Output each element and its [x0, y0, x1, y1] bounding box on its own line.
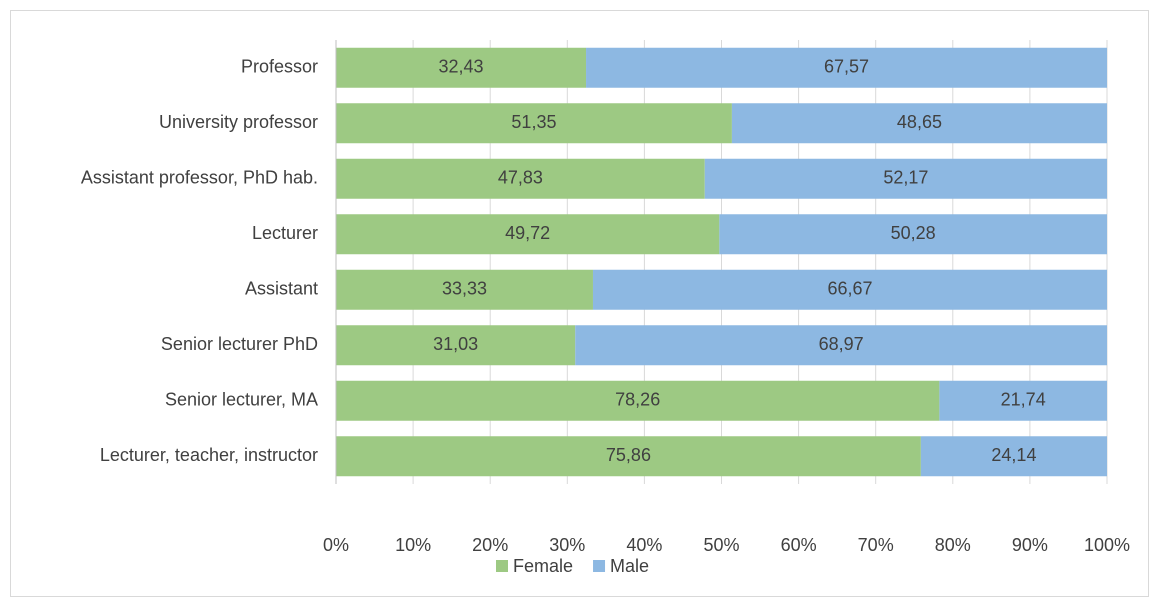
x-tick-label: 20%	[472, 535, 508, 555]
bar-segment	[719, 214, 1107, 255]
bar-segment	[336, 158, 705, 199]
data-label: 21,74	[1001, 390, 1046, 410]
bar-segment	[704, 158, 1107, 199]
bar-segment	[336, 436, 921, 477]
x-tick-label: 60%	[781, 535, 817, 555]
y-tick-label: Senior lecturer PhD	[161, 334, 318, 354]
x-tick-label: 0%	[323, 535, 349, 555]
y-tick-label: Lecturer	[252, 223, 318, 243]
data-label: 75,86	[606, 445, 651, 465]
x-tick-label: 70%	[858, 535, 894, 555]
y-tick-label: Assistant professor, PhD hab.	[81, 168, 318, 188]
bar-segment	[336, 325, 576, 366]
y-tick-label: Professor	[241, 57, 318, 77]
legend-label: Female	[513, 556, 573, 576]
bar-segment	[575, 325, 1107, 366]
legend-label: Male	[610, 556, 649, 576]
data-label: 52,17	[883, 168, 928, 188]
x-tick-label: 90%	[1012, 535, 1048, 555]
bar-segment	[731, 103, 1107, 144]
data-label: 67,57	[824, 57, 869, 77]
bar-segment	[920, 436, 1107, 477]
x-tick-label: 10%	[395, 535, 431, 555]
data-label: 32,43	[438, 57, 483, 77]
bar-segment	[586, 47, 1107, 88]
bar-segment	[336, 47, 587, 88]
data-label: 50,28	[891, 223, 936, 243]
data-label: 66,67	[827, 279, 872, 299]
data-label: 24,14	[991, 445, 1036, 465]
y-tick-label: Assistant	[245, 279, 318, 299]
data-label: 33,33	[442, 279, 487, 299]
x-tick-label: 40%	[626, 535, 662, 555]
legend-swatch	[593, 560, 606, 572]
data-label: 49,72	[505, 223, 550, 243]
bar-segment	[336, 269, 593, 310]
bar-segment	[592, 269, 1107, 310]
x-tick-label: 80%	[935, 535, 971, 555]
data-label: 47,83	[498, 168, 543, 188]
data-label: 68,97	[819, 334, 864, 354]
y-tick-label: Lecturer, teacher, instructor	[100, 445, 318, 465]
data-label: 48,65	[897, 112, 942, 132]
x-tick-label: 50%	[703, 535, 739, 555]
data-label: 31,03	[433, 334, 478, 354]
y-tick-label: Senior lecturer, MA	[165, 390, 318, 410]
bar-segment	[939, 380, 1107, 421]
bar-segment	[336, 380, 940, 421]
legend-swatch	[496, 560, 508, 572]
data-label: 51,35	[511, 112, 556, 132]
y-tick-label: University professor	[159, 112, 318, 132]
x-tick-label: 100%	[1084, 535, 1130, 555]
data-label: 78,26	[615, 390, 660, 410]
x-tick-label: 30%	[549, 535, 585, 555]
bar-segment	[336, 103, 732, 144]
bar-segment	[336, 214, 720, 255]
